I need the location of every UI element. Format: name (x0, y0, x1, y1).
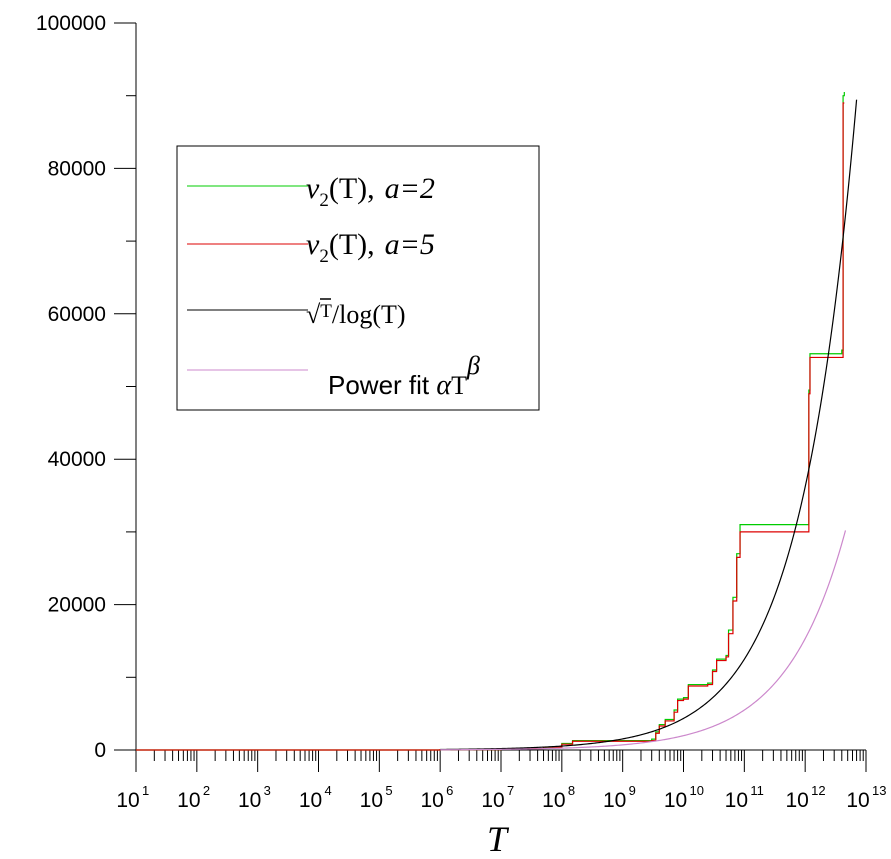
x-tick-label: 10 (542, 789, 565, 812)
x-tick-label-exponent: 6 (446, 783, 453, 798)
x-tick-label-exponent: 8 (568, 783, 575, 798)
x-tick-label-exponent: 1 (142, 783, 149, 798)
x-tick-label-exponent: 12 (811, 783, 825, 798)
series-line-1 (136, 102, 845, 751)
x-tick-label-exponent: 2 (203, 783, 210, 798)
legend-label-a2: ν2(T), a=2 (306, 172, 435, 211)
y-tick-label: 60000 (48, 303, 106, 326)
x-tick-label: 10 (299, 789, 322, 812)
x-tick-label: 10 (846, 789, 869, 812)
x-tick-label-exponent: 5 (385, 783, 392, 798)
series-line-3 (440, 530, 847, 751)
x-tick-label-exponent: 4 (325, 783, 332, 798)
x-tick-label-exponent: 10 (690, 783, 704, 798)
x-tick-label-exponent: 13 (872, 783, 886, 798)
legend: ν2(T), a=2 ν2(T), a=5 √T/log(T) Power fit … (176, 145, 540, 411)
x-axis-label: T (487, 819, 510, 859)
x-axis-ticks: 10 1 10 2 10 3 10 4 10 5 10 6 10 7 10 8 10 9 10 10 10 11 10 12 1… (116, 750, 886, 812)
series-layer (136, 92, 858, 751)
y-axis-ticks: 0 20000 40000 60000 80000 100000 (36, 12, 136, 762)
legend-box (176, 145, 540, 411)
y-tick-label: 40000 (48, 448, 106, 471)
y-tick-label: 80000 (48, 157, 106, 180)
x-tick-label: 10 (785, 789, 808, 812)
x-tick-label: 10 (420, 789, 443, 812)
x-tick-label: 10 (664, 789, 687, 812)
x-tick-label: 10 (177, 789, 200, 812)
legend-label-power: Power fit αTβ (328, 351, 480, 401)
series-line-2 (440, 99, 858, 751)
x-tick-label-exponent: 9 (629, 783, 636, 798)
legend-label-a5: ν2(T), a=5 (306, 228, 435, 267)
y-tick-label: 100000 (36, 12, 106, 35)
x-tick-label-exponent: 11 (750, 783, 764, 798)
x-tick-label: 10 (360, 789, 383, 812)
x-tick-label: 10 (481, 789, 504, 812)
x-tick-label: 10 (238, 789, 261, 812)
y-tick-label: 20000 (48, 594, 106, 617)
x-tick-label: 10 (725, 789, 748, 812)
x-tick-label: 10 (603, 789, 626, 812)
y-tick-label: 0 (94, 739, 106, 762)
x-tick-label: 10 (116, 789, 139, 812)
x-tick-label-exponent: 3 (264, 783, 271, 798)
x-tick-label-exponent: 7 (507, 783, 514, 798)
legend-label-sqrt: √T/log(T) (306, 300, 406, 329)
